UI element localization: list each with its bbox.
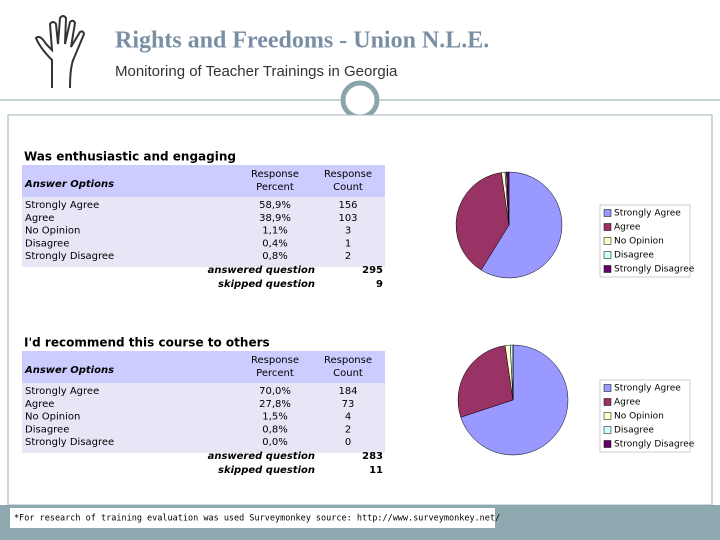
legend-label: Strongly Agree [614, 384, 681, 394]
row-count: 1 [345, 238, 351, 249]
table-header-bg [22, 165, 385, 197]
row-count: 73 [342, 399, 355, 410]
row-label: No Opinion [25, 412, 80, 423]
section-title: Was enthusiastic and engaging [24, 150, 236, 164]
legend-label: Strongly Disagree [614, 440, 695, 450]
pie-slice [480, 171, 563, 279]
row-percent: 38,9% [259, 213, 291, 224]
row-count: 2 [345, 251, 351, 262]
answered-label: answered question [208, 451, 315, 462]
legend-swatch [603, 237, 612, 245]
legend-swatch [603, 440, 612, 448]
legend-swatch [603, 412, 612, 420]
legend-label: No Opinion [614, 412, 664, 422]
table-header-bg [22, 351, 385, 383]
footnote: *For research of training evaluation was… [14, 514, 500, 524]
divider-circle [340, 80, 380, 120]
column-header: Answer Options [24, 179, 114, 190]
legend-label: Agree [614, 223, 641, 233]
row-label: Disagree [25, 424, 69, 435]
skipped-value: 11 [369, 465, 383, 476]
answered-label: answered question [208, 265, 315, 276]
subtitle: Monitoring of Teacher Trainings in Georg… [115, 63, 398, 80]
legend-label: Disagree [614, 251, 654, 261]
row-count: 3 [345, 226, 351, 237]
row-percent: 27,8% [259, 399, 291, 410]
legend-swatch [603, 398, 612, 406]
row-label: Agree [25, 399, 54, 410]
section-title: I'd recommend this course to others [24, 336, 270, 350]
row-label: Strongly Agree [25, 386, 99, 397]
column-header: Response Count [324, 355, 372, 379]
footer-box [10, 508, 495, 528]
row-count: 156 [338, 200, 357, 211]
row-count: 184 [338, 386, 357, 397]
legend-swatch [603, 426, 612, 434]
legend-box [599, 204, 691, 278]
column-header: Response Percent [251, 169, 299, 193]
table-body-bg [22, 197, 385, 267]
row-percent: 58,9% [259, 200, 291, 211]
title: Rights and Freedoms - Union N.L.E. [115, 28, 489, 54]
pie-slice [455, 172, 510, 271]
row-label: Strongly Disagree [25, 251, 114, 262]
legend-swatch [603, 265, 612, 273]
row-count: 103 [338, 213, 357, 224]
legend-box [599, 379, 691, 453]
row-label: No Opinion [25, 226, 80, 237]
row-label: Disagree [25, 238, 69, 249]
row-count: 4 [345, 412, 351, 423]
pie-slice [506, 171, 510, 226]
pie-slice [457, 345, 514, 418]
legend-label: Strongly Disagree [614, 265, 695, 275]
legend-label: Agree [614, 398, 641, 408]
legend-label: Strongly Agree [614, 209, 681, 219]
legend-swatch [603, 384, 612, 392]
skipped-label: skipped question [218, 279, 315, 290]
column-header: Response Percent [251, 355, 299, 379]
row-percent: 1,1% [262, 226, 287, 237]
row-label: Strongly Agree [25, 200, 99, 211]
hand-icon [34, 15, 86, 89]
legend-label: No Opinion [614, 237, 664, 247]
row-label: Strongly Disagree [25, 437, 114, 448]
row-label: Agree [25, 213, 54, 224]
pie-slice [460, 344, 569, 456]
legend-label: Disagree [614, 426, 654, 436]
legend-swatch [603, 209, 612, 217]
answered-value: 295 [362, 265, 383, 276]
row-percent: 0,4% [262, 238, 287, 249]
column-header: Response Count [324, 169, 372, 193]
skipped-label: skipped question [218, 465, 315, 476]
row-count: 2 [345, 424, 351, 435]
legend-swatch [603, 223, 612, 231]
legend-swatch [603, 251, 612, 259]
answered-value: 283 [362, 451, 383, 462]
table-body-bg [22, 383, 385, 453]
skipped-value: 9 [376, 279, 383, 290]
row-percent: 0,8% [262, 424, 287, 435]
row-percent: 1,5% [262, 412, 287, 423]
row-percent: 70,0% [259, 386, 291, 397]
row-count: 0 [345, 437, 351, 448]
row-percent: 0,8% [262, 251, 287, 262]
row-percent: 0,0% [262, 437, 287, 448]
column-header: Answer Options [24, 365, 114, 376]
